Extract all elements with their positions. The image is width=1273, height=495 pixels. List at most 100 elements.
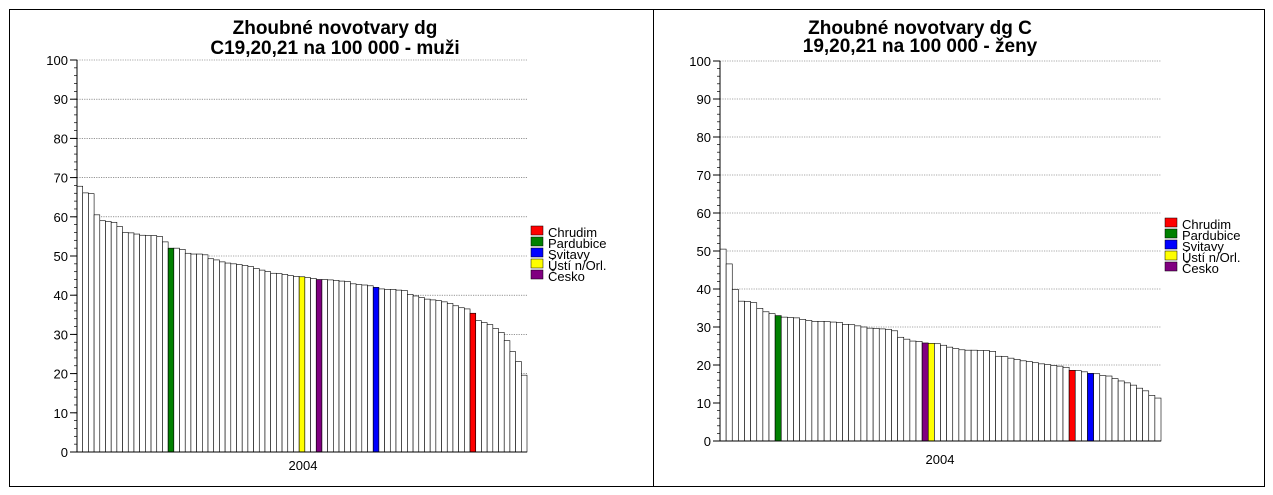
chart-title-line-2: 19,20,21 na 100 000 - ženy	[803, 36, 1038, 57]
bar	[509, 351, 516, 453]
bar	[964, 349, 972, 442]
y-tick-label: 0	[704, 434, 711, 449]
bar	[116, 226, 123, 453]
bar	[446, 303, 454, 453]
bar	[1148, 395, 1156, 442]
bar	[719, 248, 727, 442]
bar	[1111, 378, 1119, 442]
bar	[725, 263, 733, 442]
legend-swatch	[530, 269, 544, 280]
bar	[145, 235, 152, 453]
bar	[162, 241, 169, 453]
legend-label: Pardubice	[548, 236, 607, 251]
bar	[854, 325, 862, 442]
bar	[122, 232, 129, 453]
bar	[940, 344, 947, 442]
bar	[378, 288, 385, 453]
bar	[934, 343, 941, 442]
legend-swatch	[530, 258, 544, 269]
bar	[1056, 365, 1064, 442]
bar	[909, 340, 917, 442]
bar	[1093, 373, 1101, 442]
bar	[756, 308, 764, 442]
bar	[219, 261, 226, 453]
legend-swatch	[1164, 239, 1178, 250]
bar	[475, 320, 482, 453]
bar	[350, 283, 357, 453]
chart-title-line-1: Zhoubné novotvary dg	[233, 18, 438, 39]
y-axis-ticks	[70, 59, 77, 453]
bar	[921, 342, 929, 442]
bar	[469, 312, 477, 453]
bar	[184, 252, 192, 453]
bar-series	[719, 248, 1162, 442]
bar	[435, 300, 442, 453]
bar	[1032, 362, 1039, 442]
bar	[298, 276, 306, 453]
bar	[878, 328, 886, 442]
bar	[236, 264, 243, 453]
bar	[817, 320, 825, 442]
legend-label: Česko	[548, 269, 585, 284]
y-tick-label: 50	[54, 249, 68, 264]
legend-label: Česko	[1182, 261, 1219, 276]
bar	[173, 247, 180, 453]
bar	[99, 220, 106, 453]
bar	[264, 271, 271, 453]
y-tick-label: 100	[46, 53, 68, 68]
bar	[731, 289, 739, 442]
legend-label: Pardubice	[1182, 228, 1241, 243]
axes	[72, 60, 527, 453]
bar	[503, 340, 511, 453]
bar	[105, 221, 112, 453]
bar	[823, 321, 831, 442]
y-tick-label: 20	[54, 367, 68, 382]
bar	[424, 298, 431, 453]
bar	[946, 346, 954, 442]
bar	[860, 326, 868, 442]
bar	[1044, 364, 1052, 442]
bar	[486, 324, 494, 453]
bar	[293, 276, 300, 453]
bar	[156, 236, 163, 453]
bar	[127, 232, 135, 453]
bar	[805, 320, 813, 442]
y-axis-tick-labels: 0 10 20 30 40 50 60 70 80 90 100	[689, 54, 711, 449]
bar	[441, 301, 448, 453]
bar	[230, 263, 237, 453]
bar	[1068, 370, 1076, 442]
bar	[418, 297, 425, 453]
bar	[202, 254, 209, 453]
bar	[829, 321, 837, 442]
bar	[897, 336, 905, 442]
bar	[367, 285, 374, 453]
bar	[1013, 358, 1021, 442]
bar	[196, 253, 203, 453]
bar	[207, 258, 215, 453]
bar	[247, 266, 254, 453]
bar	[903, 338, 911, 442]
bar	[1136, 387, 1143, 442]
bar	[836, 322, 843, 442]
bar	[1074, 370, 1082, 442]
y-tick-label: 30	[54, 327, 68, 342]
bar	[213, 259, 220, 453]
y-tick-label: 90	[697, 92, 711, 107]
bar	[989, 351, 996, 442]
bar	[1007, 357, 1015, 442]
bar	[787, 317, 794, 442]
bar	[848, 324, 856, 442]
bar	[750, 302, 758, 442]
bar	[515, 361, 522, 453]
bar	[891, 330, 898, 442]
legend-swatch	[530, 225, 544, 236]
legend-label: Ústí n/Orl.	[548, 258, 607, 273]
y-tick-label: 0	[61, 445, 68, 460]
bar	[270, 272, 277, 453]
bar	[93, 214, 101, 453]
bar	[983, 350, 990, 442]
bar	[253, 268, 260, 453]
bar	[76, 185, 83, 453]
bar	[1062, 366, 1070, 442]
